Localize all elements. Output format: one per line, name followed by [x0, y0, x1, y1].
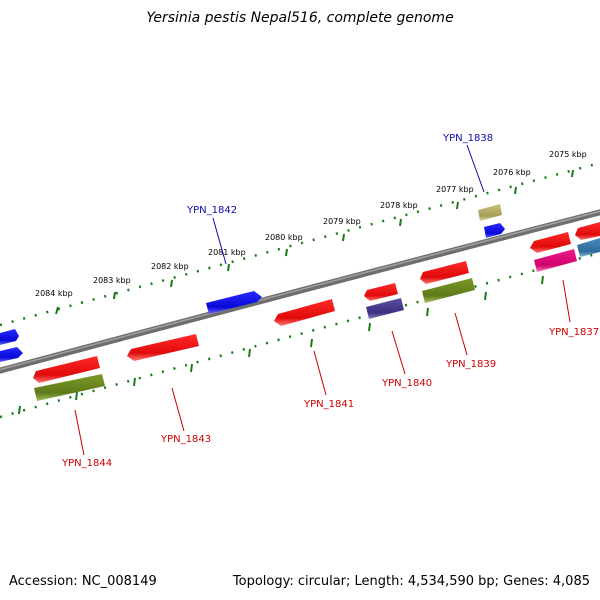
gene-right-red[interactable] — [575, 222, 600, 240]
tick-label-2078: 2078 kbp — [380, 201, 418, 210]
gene-khaki[interactable] — [478, 204, 502, 221]
gene-label-ypn-1838[interactable]: YPN_1838 — [442, 133, 493, 144]
leader-ypn-1841 — [313, 350, 327, 396]
genome-backbone-highlight — [0, 210, 600, 371]
gene-ypn-1843[interactable] — [127, 334, 199, 361]
accession-text: Accession: NC_008149 — [9, 574, 157, 589]
tick-label-2077: 2077 kbp — [436, 185, 474, 194]
leader-ypn-1839 — [454, 312, 468, 356]
reverse-strand-genes — [33, 222, 600, 401]
major-ticks-inner — [18, 275, 544, 415]
gene-left-blue-1[interactable] — [0, 329, 19, 345]
leader-ypn-1843 — [171, 387, 185, 432]
gene-label-ypn-1840[interactable]: YPN_1840 — [381, 378, 432, 389]
gene-label-ypn-1844[interactable]: YPN_1844 — [61, 458, 112, 469]
gene-left-blue-2[interactable] — [0, 347, 23, 362]
gene-label-ypn-1839[interactable]: YPN_1839 — [445, 359, 496, 370]
outer-ruler-ring — [0, 161, 600, 327]
genome-summary-text: Topology: circular; Length: 4,534,590 bp… — [232, 574, 590, 589]
gene-steel[interactable] — [577, 238, 600, 257]
gene-olive-right[interactable] — [422, 278, 475, 303]
gene-purple[interactable] — [366, 298, 404, 319]
gene-label-ypn-1842[interactable]: YPN_1842 — [186, 205, 237, 216]
gene-label-ypn-1841[interactable]: YPN_1841 — [303, 399, 354, 410]
forward-strand-genes — [0, 204, 505, 362]
gene-pink[interactable] — [534, 249, 577, 272]
gene-ypn-1840[interactable] — [364, 283, 398, 301]
gene-ypn-1839[interactable] — [420, 261, 469, 284]
gene-ypn-1837[interactable] — [530, 232, 571, 253]
gene-ypn-1842[interactable] — [206, 291, 262, 314]
gene-ypn-1841[interactable] — [274, 299, 335, 326]
tick-label-2080: 2080 kbp — [265, 233, 303, 242]
leader-ypn-1840 — [391, 330, 406, 375]
gene-ypn-1838[interactable] — [484, 223, 505, 238]
leader-ypn-1844 — [74, 409, 85, 456]
leader-ypn-1842 — [212, 217, 227, 265]
gene-ypn-1844[interactable] — [33, 356, 100, 383]
inner-ruler-ring — [0, 251, 600, 419]
tick-label-2079: 2079 kbp — [323, 217, 361, 226]
tick-label-2076: 2076 kbp — [493, 168, 531, 177]
tick-label-2082: 2082 kbp — [151, 262, 189, 271]
major-ticks-outer — [55, 169, 574, 315]
tick-label-2081: 2081 kbp — [208, 248, 246, 257]
tick-label-2083: 2083 kbp — [93, 276, 131, 285]
gene-label-ypn-1837[interactable]: YPN_1837 — [548, 327, 599, 338]
gene-olive-left[interactable] — [34, 374, 105, 401]
tick-label-2075: 2075 kbp — [549, 150, 587, 159]
tick-label-2084: 2084 kbp — [35, 289, 73, 298]
leader-ypn-1838 — [466, 144, 485, 193]
page-title: Yersinia pestis Nepal516, complete genom… — [146, 10, 454, 26]
genome-backbone — [0, 209, 600, 374]
gene-label-ypn-1843[interactable]: YPN_1843 — [160, 434, 211, 445]
leader-ypn-1837 — [562, 279, 571, 323]
